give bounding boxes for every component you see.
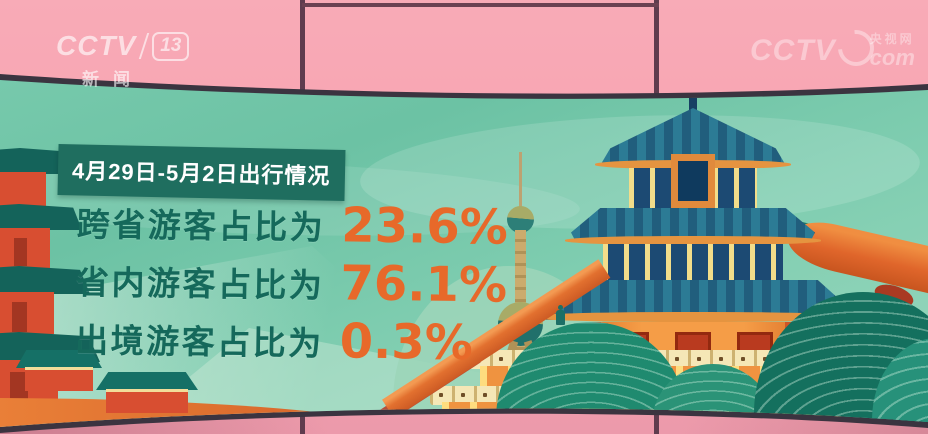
pagoda-body xyxy=(0,172,46,206)
pagoda-roof xyxy=(0,204,82,230)
channel-bug: CCTV 13 新闻 xyxy=(56,30,190,90)
tower-spire xyxy=(519,152,522,212)
gatehouse-roof xyxy=(96,372,198,390)
stat-value: 23.6% xyxy=(340,197,509,256)
stat-row-within-province: 省内游客占比为 76.1% xyxy=(76,251,557,316)
stat-row-outbound: 出境游客占比为 0.3% xyxy=(75,309,556,374)
tower-sphere-upper xyxy=(507,206,534,233)
temple-finial xyxy=(689,96,697,112)
temple-eave xyxy=(565,236,821,245)
stat-label: 出境游客占比为 xyxy=(74,321,324,363)
tower-column xyxy=(515,230,526,358)
stat-row-cross-province: 跨省游客占比为 23.6% xyxy=(76,193,557,258)
stat-label: 省内游客占比为 xyxy=(75,263,325,305)
stat-label: 跨省游客占比为 xyxy=(76,205,326,247)
cctv-com-watermark: CCTV 央视网 com xyxy=(750,22,915,74)
watermark-domain: com xyxy=(869,44,915,70)
pagoda-door xyxy=(14,238,27,266)
temple-eave xyxy=(529,312,857,322)
temple-window xyxy=(671,154,715,208)
gatehouse-roof xyxy=(16,350,102,368)
channel-number-badge: 13 xyxy=(152,31,190,61)
cctv-watermark-logo: CCTV xyxy=(750,34,836,67)
watermark-cn-name: 央视网 xyxy=(869,32,915,47)
pagoda-roof xyxy=(0,266,90,294)
gatehouse-body xyxy=(25,367,94,391)
gatehouse-illustration xyxy=(16,350,102,398)
wall-seam-top xyxy=(302,3,659,7)
pagoda-body xyxy=(0,292,54,334)
gatehouse-illustration xyxy=(96,372,198,424)
pagoda-door xyxy=(12,302,27,332)
pagoda-door xyxy=(10,372,28,406)
channel-name: 新闻 xyxy=(82,70,144,89)
watermark-text-column: 央视网 com xyxy=(870,33,915,69)
stats-list: 跨省游客占比为 23.6% 省内游客占比为 76.1% 出境游客占比为 0.3% xyxy=(75,193,557,374)
gatehouse-body xyxy=(106,389,188,413)
stat-value: 0.3% xyxy=(339,313,474,372)
logo-slash-icon xyxy=(139,33,150,59)
tiny-traveler-figure xyxy=(556,310,565,325)
temple-drum xyxy=(603,244,783,284)
cctv-logo: CCTV xyxy=(56,30,137,61)
channel-bug-row: CCTV 13 xyxy=(56,30,190,62)
stat-value: 76.1% xyxy=(340,255,508,314)
